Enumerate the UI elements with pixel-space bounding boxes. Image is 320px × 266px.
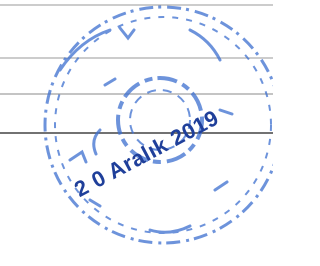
scan: 2 0 Aralık 2019 xyxy=(0,0,273,266)
page: 2 0 Aralık 2019 (() => { const data = JS… xyxy=(0,0,273,266)
